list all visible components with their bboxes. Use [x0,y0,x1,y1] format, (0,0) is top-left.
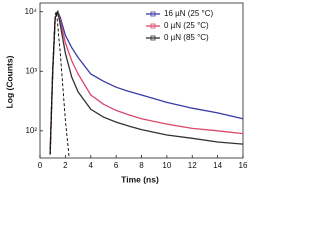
series-line [49,9,244,155]
y-tick-label: 10⁴ [25,7,38,16]
legend-label: 0 µN (85 °C) [164,33,209,42]
y-tick-label: 10² [25,126,37,135]
x-axis-label: Time (ns) [121,174,159,184]
chart: Time (ns) Log (Counts) 0 2 4 6 8 10 12 14 16 10² 1… [4,2,248,184]
x-tick-label: 8 [139,161,144,170]
legend-marker [150,23,156,29]
y-tick-label: 10³ [25,66,37,75]
x-tick-label: 16 [239,161,248,170]
legend-marker [150,11,156,17]
series-line [49,10,244,155]
x-tick-label: 10 [162,161,171,170]
x-tick-label: 4 [89,161,94,170]
y-axis-label: Log (Counts) [4,55,14,108]
series-line [49,9,244,155]
legend-label: 0 µN (25 °C) [164,21,209,30]
x-tick-label: 2 [63,161,68,170]
x-tick-label: 0 [38,161,43,170]
x-tick-label: 12 [188,161,197,170]
plot-frame [39,2,244,159]
legend-marker [150,35,156,41]
series-line [49,10,70,159]
x-tick-label: 14 [213,161,222,170]
legend-label: 16 µN (25 °C) [164,9,213,18]
x-tick-label: 6 [114,161,119,170]
